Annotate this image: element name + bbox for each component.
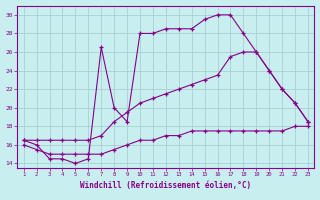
X-axis label: Windchill (Refroidissement éolien,°C): Windchill (Refroidissement éolien,°C)	[80, 181, 252, 190]
